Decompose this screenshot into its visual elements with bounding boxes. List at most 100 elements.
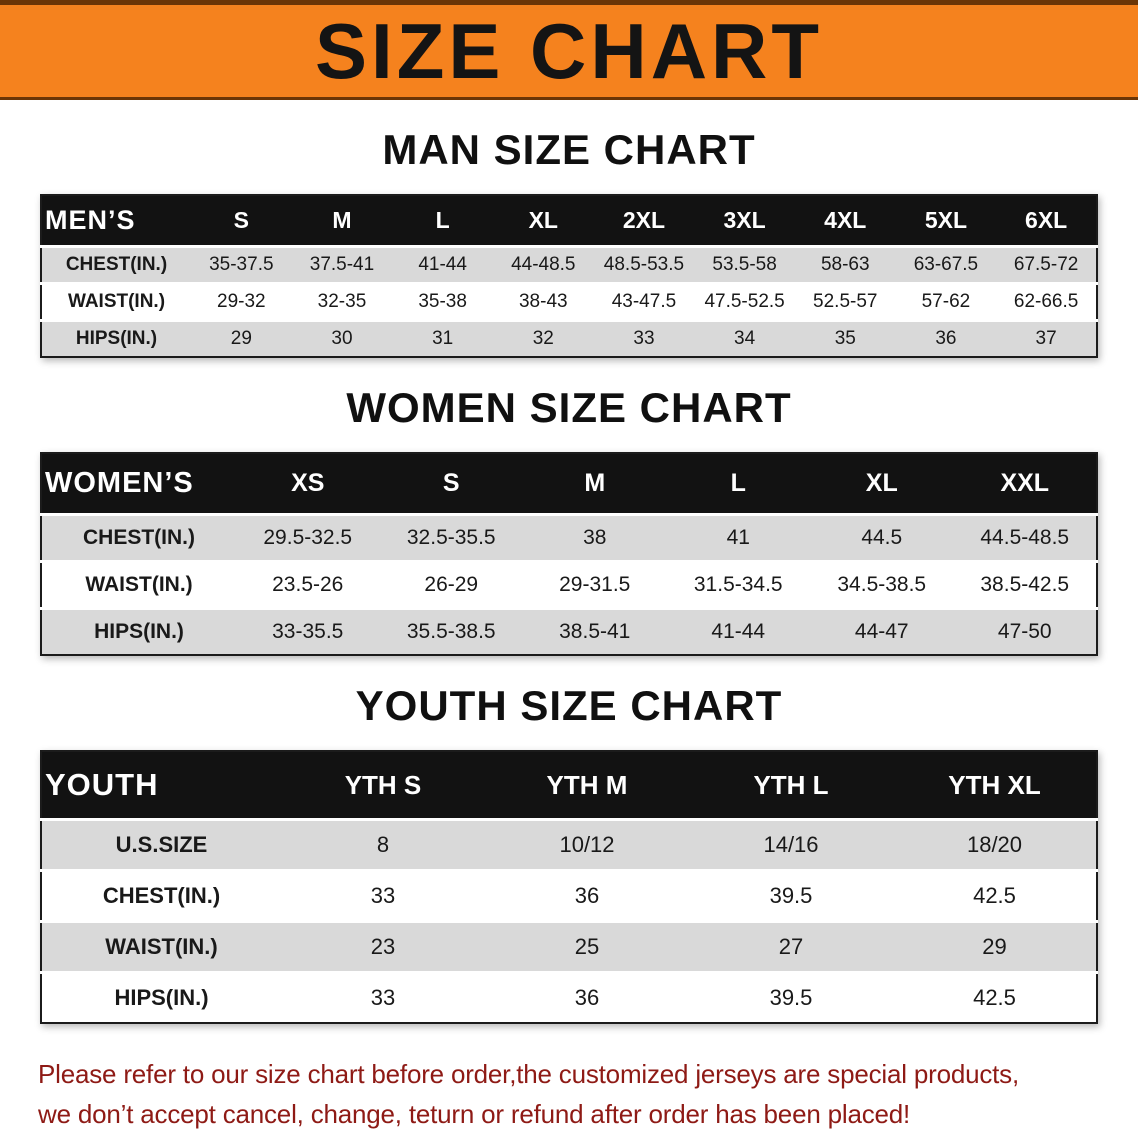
table-row: U.S.SIZE 8 10/12 14/16 18/20 xyxy=(41,818,1097,871)
section-title: MAN SIZE CHART xyxy=(382,126,756,173)
table-header-row: WOMEN’S XS S M L XL XXL xyxy=(41,453,1097,515)
table-row: WAIST(IN.) 23 25 27 29 xyxy=(41,920,1097,973)
size-column-header: 4XL xyxy=(794,195,896,247)
size-value-cell: 35 xyxy=(794,319,896,357)
size-value-cell: 58-63 xyxy=(794,245,896,284)
size-value-cell: 35.5-38.5 xyxy=(379,607,523,655)
table-group-label: MEN’S xyxy=(41,195,191,247)
size-value-cell: 47.5-52.5 xyxy=(694,282,795,321)
size-column-header: L xyxy=(666,453,810,515)
size-value-cell: 57-62 xyxy=(895,282,997,321)
size-value-cell: 36 xyxy=(485,971,689,1023)
table-row: HIPS(IN.) 33 36 39.5 42.5 xyxy=(41,971,1097,1023)
disclaimer-text: Please refer to our size chart before or… xyxy=(38,1054,1138,1135)
row-label: HIPS(IN.) xyxy=(41,971,281,1023)
size-value-cell: 44.5 xyxy=(810,513,954,562)
size-column-header: YTH XL xyxy=(893,751,1097,820)
size-value-cell: 36 xyxy=(895,319,997,357)
size-value-cell: 47-50 xyxy=(953,607,1097,655)
disclaimer-line-2: we don’t accept cancel, change, teturn o… xyxy=(38,1099,911,1130)
size-value-cell: 34 xyxy=(694,319,795,357)
table-row: CHEST(IN.) 33 36 39.5 42.5 xyxy=(41,869,1097,922)
row-label: CHEST(IN.) xyxy=(41,869,281,922)
table-row: WAIST(IN.) 23.5-26 26-29 29-31.5 31.5-34.5 34… xyxy=(41,560,1097,609)
size-value-cell: 29-31.5 xyxy=(523,560,667,609)
size-value-cell: 33-35.5 xyxy=(236,607,380,655)
size-value-cell: 18/20 xyxy=(893,818,1097,871)
table-header-row: YOUTH YTH S YTH M YTH L YTH XL xyxy=(41,751,1097,820)
size-value-cell: 8 xyxy=(281,818,485,871)
banner-title: SIZE CHART xyxy=(315,7,823,95)
table-header-row: MEN’S S M L XL 2XL 3XL 4XL 5XL 6XL xyxy=(41,195,1097,247)
size-value-cell: 29 xyxy=(893,920,1097,973)
size-value-cell: 42.5 xyxy=(893,869,1097,922)
size-value-cell: 43-47.5 xyxy=(593,282,695,321)
size-column-header: M xyxy=(291,195,393,247)
size-value-cell: 25 xyxy=(485,920,689,973)
row-label: WAIST(IN.) xyxy=(41,560,236,609)
size-value-cell: 32.5-35.5 xyxy=(379,513,523,562)
size-chart-banner: SIZE CHART xyxy=(0,0,1138,100)
size-value-cell: 44-47 xyxy=(810,607,954,655)
size-value-cell: 44.5-48.5 xyxy=(953,513,1097,562)
size-column-header: XS xyxy=(236,453,380,515)
size-value-cell: 31.5-34.5 xyxy=(666,560,810,609)
size-column-header: YTH M xyxy=(485,751,689,820)
size-value-cell: 53.5-58 xyxy=(694,245,795,284)
size-chart-section-1: WOMEN SIZE CHART WOMEN’S XS S M L XL XXL CHEST(I… xyxy=(0,384,1138,656)
size-value-cell: 63-67.5 xyxy=(895,245,997,284)
size-column-header: 2XL xyxy=(593,195,695,247)
size-chart-sections: MAN SIZE CHART MEN’S S M L XL 2XL 3XL 4XL 5XL 6XL C… xyxy=(0,126,1138,1024)
size-value-cell: 29 xyxy=(191,319,292,357)
size-value-cell: 41-44 xyxy=(666,607,810,655)
size-value-cell: 29-32 xyxy=(191,282,292,321)
size-value-cell: 67.5-72 xyxy=(996,245,1097,284)
size-value-cell: 23 xyxy=(281,920,485,973)
size-chart-section-2: YOUTH SIZE CHART YOUTH YTH S YTH M YTH L YTH … xyxy=(0,682,1138,1024)
size-value-cell: 33 xyxy=(593,319,695,357)
size-table: WOMEN’S XS S M L XL XXL CHEST(IN.) 29.5-32.5 32.5… xyxy=(40,452,1098,656)
size-value-cell: 32-35 xyxy=(291,282,393,321)
row-label: HIPS(IN.) xyxy=(41,607,236,655)
size-value-cell: 33 xyxy=(281,971,485,1023)
size-value-cell: 39.5 xyxy=(689,869,893,922)
size-column-header: XXL xyxy=(953,453,1097,515)
size-column-header: 6XL xyxy=(996,195,1097,247)
size-table: MEN’S S M L XL 2XL 3XL 4XL 5XL 6XL CHEST(IN.) 35-37… xyxy=(40,194,1098,358)
size-value-cell: 36 xyxy=(485,869,689,922)
row-label: U.S.SIZE xyxy=(41,818,281,871)
disclaimer-line-1: Please refer to our size chart before or… xyxy=(38,1059,1020,1089)
row-label: CHEST(IN.) xyxy=(41,245,191,284)
size-table: YOUTH YTH S YTH M YTH L YTH XL U.S.SIZE 8 10/12… xyxy=(40,750,1098,1024)
size-value-cell: 27 xyxy=(689,920,893,973)
size-value-cell: 30 xyxy=(291,319,393,357)
size-value-cell: 38 xyxy=(523,513,667,562)
size-value-cell: 41-44 xyxy=(392,245,493,284)
table-group-label: YOUTH xyxy=(41,751,281,820)
size-value-cell: 26-29 xyxy=(379,560,523,609)
size-value-cell: 37.5-41 xyxy=(291,245,393,284)
size-value-cell: 14/16 xyxy=(689,818,893,871)
size-column-header: S xyxy=(191,195,292,247)
size-column-header: L xyxy=(392,195,493,247)
section-title: WOMEN SIZE CHART xyxy=(346,384,792,431)
table-row: HIPS(IN.) 29 30 31 32 33 34 35 36 37 xyxy=(41,319,1097,357)
size-value-cell: 10/12 xyxy=(485,818,689,871)
table-row: HIPS(IN.) 33-35.5 35.5-38.5 38.5-41 41-44 44-… xyxy=(41,607,1097,655)
size-value-cell: 41 xyxy=(666,513,810,562)
size-column-header: 3XL xyxy=(694,195,795,247)
row-label: CHEST(IN.) xyxy=(41,513,236,562)
table-row: CHEST(IN.) 29.5-32.5 32.5-35.5 38 41 44.5 44.5… xyxy=(41,513,1097,562)
table-group-label: WOMEN’S xyxy=(41,453,236,515)
size-value-cell: 33 xyxy=(281,869,485,922)
size-value-cell: 34.5-38.5 xyxy=(810,560,954,609)
size-column-header: XL xyxy=(810,453,954,515)
size-value-cell: 44-48.5 xyxy=(492,245,594,284)
row-label: WAIST(IN.) xyxy=(41,920,281,973)
size-column-header: XL xyxy=(492,195,594,247)
size-value-cell: 31 xyxy=(392,319,493,357)
size-column-header: YTH S xyxy=(281,751,485,820)
size-value-cell: 35-37.5 xyxy=(191,245,292,284)
size-value-cell: 38.5-41 xyxy=(523,607,667,655)
